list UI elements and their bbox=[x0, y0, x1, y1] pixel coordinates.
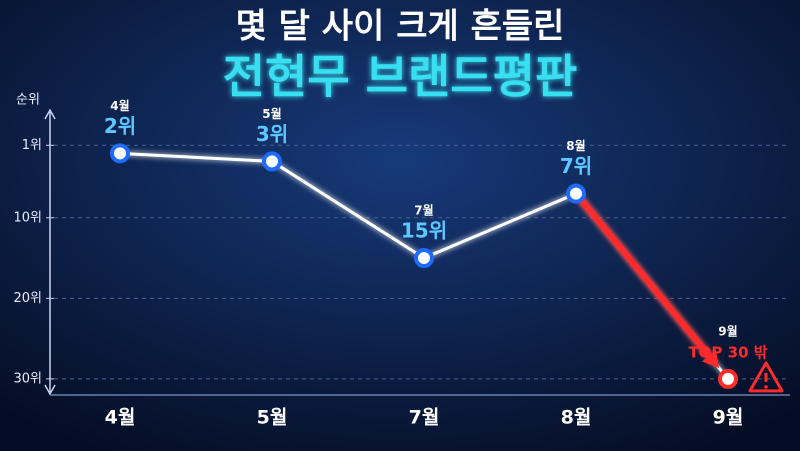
value-label: TOP 30 밖 bbox=[688, 343, 767, 361]
y-tick-label: 10위 bbox=[13, 210, 42, 225]
warning-icon bbox=[748, 361, 784, 393]
value-label: 15위 bbox=[401, 219, 447, 243]
value-label: 2위 bbox=[104, 114, 136, 138]
y-tick-label: 1위 bbox=[22, 138, 42, 153]
point-month-label: 4월 bbox=[110, 98, 129, 113]
point-month-label: 9월 bbox=[718, 323, 737, 338]
chart-title: 몇 달 사이 크게 흔들린 bbox=[236, 7, 565, 47]
data-point bbox=[110, 143, 130, 164]
x-tick-label: 7월 bbox=[409, 407, 440, 429]
x-tick-label: 8월 bbox=[561, 407, 592, 429]
point-month-label: 8월 bbox=[566, 138, 585, 153]
value-label: 7위 bbox=[560, 154, 592, 178]
data-point bbox=[566, 183, 586, 204]
point-month-label: 7월 bbox=[414, 203, 433, 218]
y-axis-arrow bbox=[44, 384, 56, 396]
chart-subtitle: 전현무 브랜드평판 bbox=[223, 50, 578, 104]
x-tick-label: 5월 bbox=[257, 407, 288, 429]
x-tick-label: 4월 bbox=[105, 407, 136, 429]
y-tick-label: 30위 bbox=[13, 371, 42, 386]
warning-dot bbox=[764, 385, 768, 389]
point-month-label: 5월 bbox=[262, 106, 281, 121]
data-point bbox=[718, 368, 738, 389]
y-axis-label: 순위 bbox=[16, 93, 40, 108]
data-point bbox=[414, 248, 434, 269]
value-label: 3위 bbox=[256, 122, 288, 146]
highlight-arrowhead bbox=[702, 349, 720, 369]
x-tick-label: 9월 bbox=[713, 407, 744, 429]
y-axis-arrow bbox=[44, 108, 56, 120]
highlight-segment bbox=[573, 191, 717, 364]
data-point bbox=[262, 151, 282, 172]
y-tick-label: 20위 bbox=[13, 291, 42, 306]
